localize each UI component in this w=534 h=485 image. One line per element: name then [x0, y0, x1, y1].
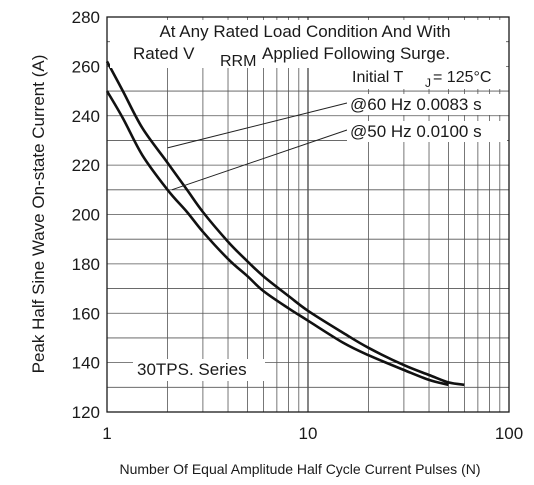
series-label-background: [133, 359, 265, 381]
initial-tj-subscript: J: [425, 76, 431, 90]
curve-60hz: [105, 60, 465, 387]
tick-labels: 1 10 100 120 140 160 180 200 220 240 260 280: [72, 8, 524, 443]
y-tick-label: 180: [72, 255, 100, 274]
legend-60hz-background: [347, 94, 507, 115]
legend-50hz-label: @50 Hz 0.0100 s: [350, 122, 482, 141]
tj-background: [348, 67, 506, 89]
initial-tj-text: Initial T: [352, 69, 404, 86]
annotation-line-2-a: Rated V: [133, 44, 195, 63]
curves: [105, 60, 465, 387]
x-tick-label: 100: [495, 424, 523, 443]
curve-50hz: [105, 90, 449, 387]
legend-leader-lines: [167, 102, 348, 191]
y-tick-label: 120: [72, 403, 100, 422]
y-tick-label: 260: [72, 57, 100, 76]
x-tick-label: 1: [102, 424, 111, 443]
series-label: 30TPS. Series: [137, 360, 247, 379]
legend-50hz-background: [347, 121, 507, 142]
y-tick-label: 160: [72, 304, 100, 323]
y-tick-label: 200: [72, 206, 100, 225]
legend-60hz-label: @60 Hz 0.0083 s: [350, 95, 482, 114]
y-tick-label: 240: [72, 107, 100, 126]
annotation-line-2-b: Applied Following Surge.: [262, 44, 450, 63]
y-tick-label: 140: [72, 354, 100, 373]
x-tick-label: 10: [299, 424, 318, 443]
annotation-line-1: At Any Rated Load Condition And With: [159, 22, 450, 41]
leader-50hz: [171, 129, 348, 191]
x-axis-title: Number Of Equal Amplitude Half Cycle Cur…: [119, 461, 480, 477]
plot-frame: [106, 16, 510, 413]
leader-60hz: [167, 102, 348, 149]
initial-tj-value: = 125°C: [433, 69, 491, 86]
y-axis-title: Peak Half Sine Wave On-state Current (A): [29, 55, 48, 374]
y-tick-label: 220: [72, 156, 100, 175]
y-tick-label: 280: [72, 8, 100, 27]
annotation-background: [110, 20, 506, 68]
annotation-rrm-subscript: RRM: [220, 53, 256, 70]
